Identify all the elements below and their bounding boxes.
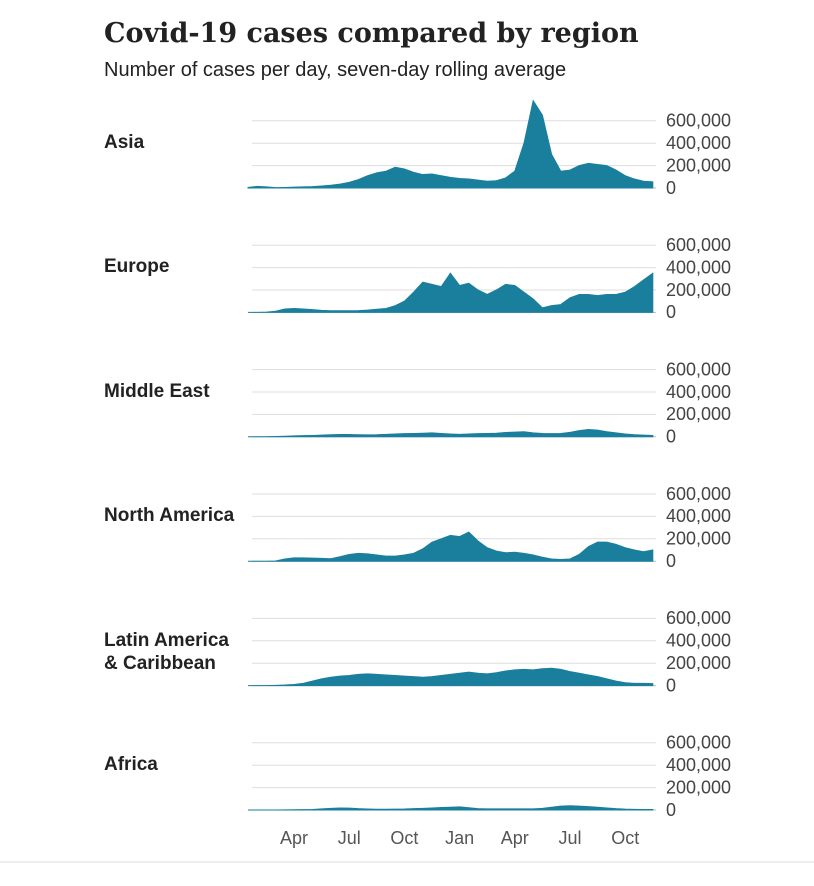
region-label: Latin America & Caribbean	[104, 629, 229, 674]
x-tick-label: Apr	[501, 828, 529, 848]
y-tick-label: 0	[666, 178, 676, 198]
y-tick-label: 400,000	[666, 133, 731, 153]
region-label: Europe	[104, 256, 170, 278]
area	[247, 99, 654, 189]
y-tick-label: 400,000	[666, 257, 731, 277]
region-label: Middle East	[104, 380, 210, 402]
x-tick-label: Jul	[558, 828, 581, 848]
y-tick-label: 200,000	[666, 653, 731, 673]
region-label: Africa	[104, 754, 158, 775]
y-tick-label: 400,000	[666, 631, 731, 651]
area	[248, 531, 654, 562]
y-tick-label: 600,000	[666, 733, 731, 753]
y-tick-label: 400,000	[666, 506, 731, 526]
x-tick-label: Apr	[280, 828, 308, 848]
y-tick-label: 200,000	[666, 777, 731, 797]
chart-subtitle: Number of cases per day, seven-day rolli…	[104, 59, 566, 81]
y-tick-label: 600,000	[666, 359, 731, 379]
area	[248, 272, 654, 313]
y-tick-label: 400,000	[666, 382, 731, 402]
y-tick-label: 600,000	[666, 235, 731, 255]
x-tick-label: Oct	[390, 828, 418, 848]
y-tick-label: 0	[666, 675, 676, 695]
region-label: North America	[104, 505, 235, 527]
area	[248, 805, 654, 811]
area	[248, 667, 654, 687]
y-tick-label: 0	[666, 551, 676, 571]
y-tick-label: 200,000	[666, 280, 731, 300]
chart-title: Covid-19 cases compared by region	[104, 18, 639, 49]
y-tick-label: 600,000	[666, 608, 731, 628]
x-tick-label: Jul	[338, 828, 361, 848]
y-tick-label: 200,000	[666, 155, 731, 175]
y-tick-label: 200,000	[666, 404, 731, 424]
y-tick-label: 600,000	[666, 484, 731, 504]
x-tick-label: Jan	[445, 828, 474, 848]
region-label: Asia	[104, 132, 145, 153]
y-tick-label: 200,000	[666, 529, 731, 549]
area	[248, 429, 654, 438]
y-tick-label: 400,000	[666, 755, 731, 775]
x-tick-label: Oct	[611, 828, 639, 848]
y-tick-label: 0	[666, 800, 676, 820]
y-tick-label: 0	[666, 427, 676, 447]
y-tick-label: 0	[666, 302, 676, 322]
y-tick-label: 600,000	[666, 111, 731, 131]
